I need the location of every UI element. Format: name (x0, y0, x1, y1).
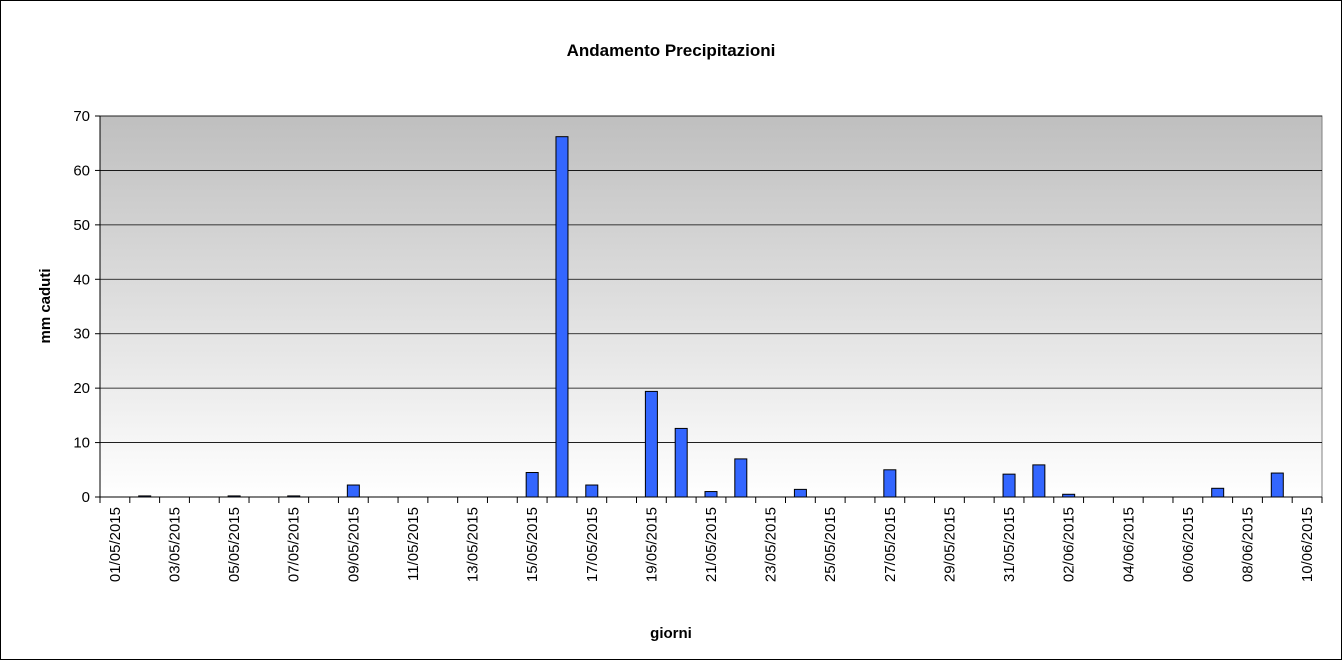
x-tick-label: 08/06/2015 (1239, 507, 1256, 582)
y-tick-label: 60 (73, 162, 90, 179)
bar (1270, 472, 1284, 498)
bar (346, 484, 360, 498)
x-tick-label: 15/05/2015 (524, 507, 541, 582)
x-tick-label: 10/06/2015 (1299, 507, 1316, 582)
x-tick-label: 19/05/2015 (643, 507, 660, 582)
x-tick-label: 06/06/2015 (1180, 507, 1197, 582)
y-tick-label: 30 (73, 326, 90, 343)
y-tick-label: 20 (73, 380, 90, 397)
x-tick-label: 09/05/2015 (345, 507, 362, 582)
bar (734, 458, 748, 498)
y-axis-label: mm caduti (37, 268, 54, 343)
y-tick-label: 0 (82, 489, 90, 506)
x-tick-label: 02/06/2015 (1061, 507, 1078, 582)
bar (585, 484, 599, 498)
bar (1002, 473, 1016, 498)
plot-area (99, 115, 1323, 498)
y-tick-label: 70 (73, 108, 90, 125)
y-tick-label: 10 (73, 435, 90, 452)
x-tick-label: 03/05/2015 (167, 507, 184, 582)
x-tick-label: 21/05/2015 (703, 507, 720, 582)
x-tick-label: 11/05/2015 (405, 507, 422, 581)
bar (555, 136, 569, 498)
bar (793, 488, 807, 498)
x-tick-label: 17/05/2015 (584, 507, 601, 582)
x-tick-label: 29/05/2015 (941, 507, 958, 582)
x-tick-label: 04/06/2015 (1120, 507, 1137, 582)
bar (704, 491, 718, 498)
bar (138, 495, 152, 498)
x-tick-label: 31/05/2015 (1001, 507, 1018, 582)
x-tick-label: 27/05/2015 (882, 507, 899, 582)
bar (1211, 487, 1225, 498)
x-tick-label: 13/05/2015 (465, 507, 482, 582)
bar (644, 390, 658, 498)
bar (227, 495, 241, 498)
bar (1062, 493, 1076, 498)
x-axis-label: giorni (650, 625, 692, 642)
chart-title: Andamento Precipitazioni (567, 41, 776, 60)
bar (525, 472, 539, 498)
bar (1032, 464, 1046, 498)
bar (287, 495, 301, 498)
y-tick-label: 50 (73, 217, 90, 234)
y-tick-label: 40 (73, 271, 90, 288)
bar (674, 427, 688, 498)
x-tick-label: 25/05/2015 (822, 507, 839, 582)
x-tick-label: 05/05/2015 (226, 507, 243, 582)
bar (883, 469, 897, 498)
x-tick-label: 23/05/2015 (763, 507, 780, 582)
x-tick-label: 01/05/2015 (107, 507, 124, 582)
x-tick-label: 07/05/2015 (286, 507, 303, 582)
